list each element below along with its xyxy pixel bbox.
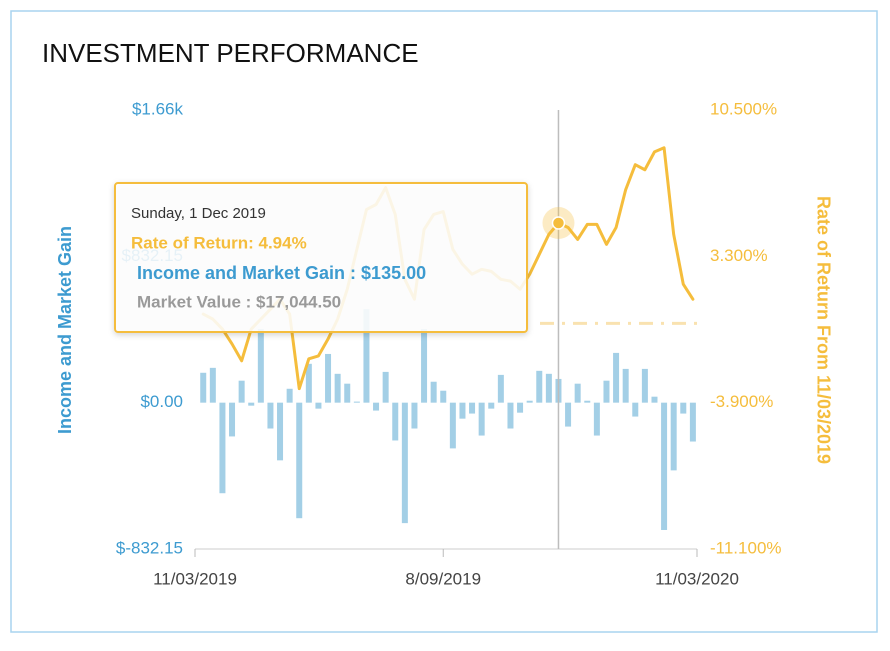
bar [411, 402, 418, 429]
tooltip-box [114, 182, 528, 333]
bar [296, 402, 303, 519]
bar [401, 402, 408, 524]
bar [344, 383, 351, 403]
bar [353, 401, 360, 403]
bar [469, 402, 476, 414]
bar [219, 402, 226, 494]
y2-tick-label: -3.900% [710, 392, 773, 411]
x-tick-label: 8/09/2019 [405, 569, 481, 588]
bar [622, 368, 629, 403]
bar [574, 383, 581, 403]
bar [651, 396, 658, 403]
bar [680, 402, 687, 414]
bar [286, 388, 293, 403]
bar [229, 402, 236, 437]
bar [632, 402, 639, 417]
tooltip-market-value: Market Value : $17,044.50 [137, 292, 341, 311]
y2-tick-label: 10.500% [710, 99, 777, 118]
y2-tick-label: -11.100% [710, 538, 782, 557]
y-tick-label: $1.66k [132, 99, 184, 118]
bar [670, 402, 677, 471]
bar [440, 390, 447, 403]
bar [507, 402, 514, 429]
bar [392, 402, 399, 441]
bar [430, 381, 437, 403]
bar [584, 400, 591, 403]
plot-area: $-832.15$0.00$832.15$1.66k-11.100%-3.900… [116, 99, 782, 588]
bar [373, 402, 380, 411]
bar [267, 402, 274, 429]
bar [459, 402, 466, 419]
bar [334, 373, 341, 403]
bar [526, 400, 533, 403]
bar [517, 402, 524, 413]
bar [613, 352, 620, 403]
bar [257, 328, 264, 403]
bar [478, 402, 485, 436]
bar [545, 373, 552, 403]
tooltip-rate: Rate of Return: 4.94% [131, 233, 307, 252]
bar [497, 374, 504, 403]
y-tick-label: $-832.15 [116, 538, 183, 557]
bar [536, 370, 543, 403]
bar [382, 371, 389, 403]
bar [200, 372, 207, 403]
bar [565, 402, 572, 427]
hover-point [551, 216, 566, 230]
bar [689, 402, 696, 442]
bar [641, 368, 648, 403]
bar [277, 402, 284, 461]
bar [305, 363, 312, 403]
bar [325, 353, 332, 403]
tooltip-income: Income and Market Gain : $135.00 [137, 263, 426, 283]
y2-axis-title: Rate of Return From 11/03/2019 [813, 196, 833, 464]
y-axis-title: Income and Market Gain [55, 226, 75, 434]
bar [603, 380, 610, 403]
bar [363, 309, 370, 403]
y-tick-label: $0.00 [140, 392, 183, 411]
bar [421, 328, 428, 403]
bar [238, 380, 245, 403]
tooltip: Sunday, 1 Dec 2019 Rate of Return: 4.94%… [114, 182, 528, 333]
chart-title: INVESTMENT PERFORMANCE [42, 38, 419, 68]
bar [449, 402, 456, 449]
bar [661, 402, 668, 530]
bar [315, 402, 322, 409]
bar [488, 402, 495, 409]
x-tick-label: 11/03/2019 [153, 569, 237, 588]
tooltip-date: Sunday, 1 Dec 2019 [131, 205, 266, 222]
bar [593, 402, 600, 436]
y2-tick-label: 3.300% [710, 246, 768, 265]
bar [209, 367, 216, 403]
x-tick-label: 11/03/2020 [655, 569, 739, 588]
bar [248, 402, 255, 406]
